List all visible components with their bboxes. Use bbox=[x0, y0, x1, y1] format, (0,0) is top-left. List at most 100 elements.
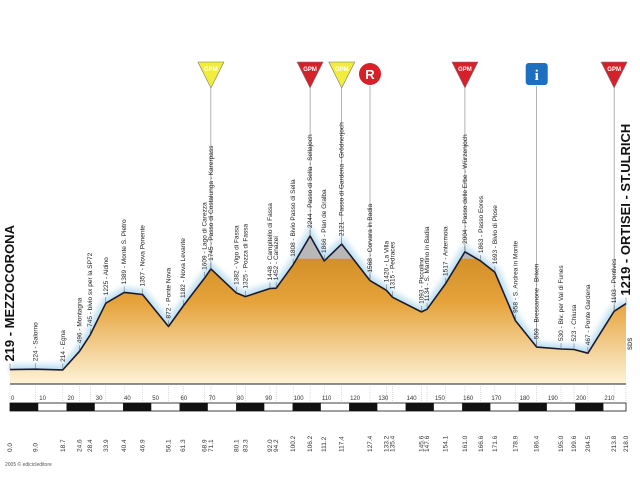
km-point-label: 166.6 bbox=[478, 435, 485, 452]
km-bar-segment bbox=[292, 403, 321, 411]
km-bar-segment bbox=[575, 403, 604, 411]
location-label: 745 - bivio sx per la SP72 bbox=[87, 252, 94, 326]
location-label: 1382 - Vigo di Fassa bbox=[233, 225, 240, 285]
km-bar-segment bbox=[518, 403, 547, 411]
km-point-label: 213.8 bbox=[611, 435, 618, 452]
km-tick-number: 0 bbox=[11, 396, 15, 402]
location-label: 467 - Ponte Gardena bbox=[585, 284, 592, 345]
location-label: 1182 - Nova Levante bbox=[180, 238, 187, 298]
location-label: 1448 - Campitello di Fassa bbox=[267, 203, 274, 281]
km-point-label: 0.0 bbox=[7, 443, 14, 452]
km-point-label: 127.4 bbox=[367, 435, 374, 452]
location-label: 1609 - Lago di Carezza bbox=[202, 202, 209, 270]
km-point-label: 147.6 bbox=[424, 435, 431, 452]
km-point-label: 94.2 bbox=[273, 439, 280, 452]
gpm-triangle bbox=[296, 61, 324, 89]
location-label: 1315 - Pedraces bbox=[390, 241, 397, 289]
gpm-marker: GPM bbox=[600, 61, 628, 89]
climb-markers-group: GPM GPM GPM R GPM i GPM bbox=[197, 61, 628, 89]
km-point-label: 40.4 bbox=[121, 439, 128, 452]
location-label: 224 - Salorno bbox=[32, 322, 39, 361]
location-label: 872 - Ponte Nova bbox=[166, 268, 173, 319]
km-bar-segment bbox=[10, 403, 39, 411]
km-bar-segment bbox=[349, 403, 378, 411]
profile-area bbox=[10, 236, 626, 384]
km-tick-number: 190 bbox=[548, 396, 559, 402]
km-point-label: 145.6 bbox=[418, 435, 425, 452]
km-tick-number: 210 bbox=[604, 396, 615, 402]
location-label: 1225 - Aldino bbox=[103, 257, 110, 295]
km-tick-number: 170 bbox=[491, 396, 502, 402]
refreshment-circle bbox=[358, 63, 381, 85]
km-point-label: 171.6 bbox=[492, 435, 499, 452]
location-label: 2244 - Passo di Sella - Sellajoch bbox=[307, 134, 314, 228]
brand-label: SDS bbox=[628, 338, 634, 350]
km-axis-group: 0 10 20 30 40 50 60 70 80 90 100 110 120 130 140 150 160… bbox=[7, 383, 630, 452]
info-square bbox=[525, 63, 548, 85]
km-tick-number: 140 bbox=[407, 396, 418, 402]
location-label: 1325 - Pozza di Fassa bbox=[242, 224, 249, 289]
km-tick-number: 100 bbox=[294, 396, 305, 402]
gpm-triangle bbox=[197, 61, 225, 89]
profile-line bbox=[9, 235, 627, 371]
km-tick-number: 50 bbox=[152, 396, 159, 402]
km-point-label: 111.2 bbox=[321, 436, 328, 452]
km-point-label: 199.6 bbox=[571, 435, 578, 452]
km-tick-number: 30 bbox=[96, 396, 103, 402]
km-point-label: 178.9 bbox=[513, 435, 520, 452]
km-tick-number: 160 bbox=[463, 396, 474, 402]
km-point-label: 28.4 bbox=[87, 439, 94, 452]
town-label: 219 - MEZZOCORONA bbox=[2, 224, 17, 361]
km-point-label: 106.2 bbox=[307, 435, 314, 452]
km-tick-number: 120 bbox=[350, 396, 361, 402]
km-point-label: 117.4 bbox=[339, 436, 346, 452]
town-label: 1219 - ORTISEI - ST.ULRICH bbox=[618, 124, 633, 296]
location-label: 496 - Montagna bbox=[77, 297, 84, 343]
km-point-label: 18.7 bbox=[60, 439, 67, 452]
gpm-marker: GPM bbox=[451, 61, 479, 89]
refreshment-text: R bbox=[365, 67, 375, 82]
location-label: 1863 - Passo Eores bbox=[478, 195, 485, 253]
km-point-label: 68.9 bbox=[202, 439, 209, 452]
location-label: 1357 - Nova Ponente bbox=[140, 225, 147, 287]
km-bar-segment bbox=[179, 403, 208, 411]
km-point-label: 9.0 bbox=[32, 443, 39, 452]
km-point-label: 56.1 bbox=[166, 439, 173, 452]
marker-lines-group bbox=[210, 86, 615, 348]
km-point-label: 218.0 bbox=[623, 435, 630, 452]
location-label: 958 - S. Andrea in Monte bbox=[513, 241, 520, 313]
profile-area-group bbox=[9, 226, 629, 384]
km-tick-number: 10 bbox=[39, 396, 46, 402]
km-tick-number: 200 bbox=[576, 396, 587, 402]
copyright-text: 2005 © edicicleditore bbox=[5, 462, 52, 468]
km-point-label: 195.0 bbox=[558, 435, 565, 452]
km-bar-segment bbox=[123, 403, 152, 411]
km-tick-number: 20 bbox=[68, 396, 75, 402]
location-label: 2121 - Passo di Gardena - Grödnerjoch bbox=[339, 122, 346, 236]
km-point-label: 100.2 bbox=[290, 435, 297, 452]
gpm-marker: GPM bbox=[328, 61, 356, 89]
location-label: 2004 - Passo delle Erbe - Würzenjoch bbox=[462, 134, 469, 244]
km-point-label: 71.1 bbox=[208, 439, 215, 452]
gpm-triangle bbox=[451, 61, 479, 89]
km-tick-number: 130 bbox=[378, 396, 389, 402]
location-label: 530 - Biv. per Val di Funes bbox=[558, 265, 565, 341]
km-point-label: 46.9 bbox=[140, 439, 147, 452]
km-tick-number: 150 bbox=[435, 396, 446, 402]
gpm-text: GPM bbox=[303, 67, 317, 73]
location-label: 523 - Chiusa bbox=[571, 304, 578, 341]
info-text: i bbox=[535, 68, 539, 84]
km-tick-number: 180 bbox=[520, 396, 531, 402]
refreshment-marker: R bbox=[358, 63, 381, 85]
km-point-label: 135.4 bbox=[390, 435, 397, 452]
gpm-text: GPM bbox=[458, 67, 472, 73]
km-point-label: 154.1 bbox=[442, 435, 449, 452]
km-tick-number: 40 bbox=[124, 396, 131, 402]
location-label: 1420 - La Villa bbox=[383, 241, 390, 283]
location-label: 1517 - Antermoia bbox=[442, 226, 449, 276]
gpm-marker: GPM bbox=[197, 61, 225, 89]
gpm-triangle bbox=[328, 61, 356, 89]
km-point-label: 33.9 bbox=[103, 439, 110, 452]
km-bar-segment bbox=[66, 403, 95, 411]
